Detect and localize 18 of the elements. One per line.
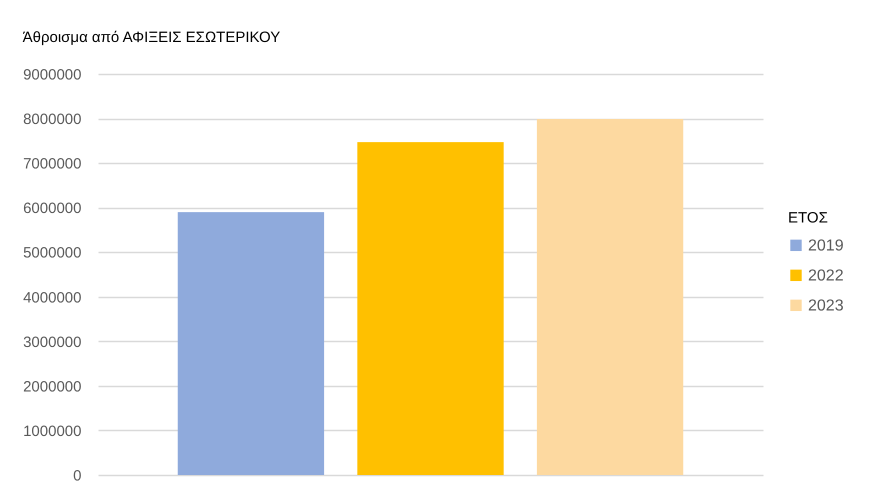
y-tick-label: 0 (73, 468, 82, 484)
legend-label: 2023 (808, 297, 844, 314)
bar (357, 142, 504, 475)
bar (178, 212, 324, 475)
legend-label: 2019 (808, 237, 844, 254)
y-tick-label: 8000000 (23, 111, 82, 128)
legend-title: ΕΤΟΣ (788, 209, 828, 226)
chart-title: Άθροισμα από ΑΦΙΞΕΙΣ ΕΣΩΤΕΡΙΚΟΥ (22, 29, 280, 46)
y-tick-label: 5000000 (23, 244, 82, 262)
legend-label: 2022 (808, 267, 844, 284)
y-tick-label: 2000000 (23, 378, 82, 396)
y-tick-label: 3000000 (23, 334, 82, 351)
bar (536, 119, 684, 475)
y-tick-label: 1000000 (23, 422, 82, 440)
y-tick-label: 7000000 (23, 156, 82, 173)
y-tick-label: 9000000 (23, 66, 82, 84)
y-tick-label: 6000000 (23, 200, 82, 218)
y-tick-label: 4000000 (23, 289, 82, 306)
